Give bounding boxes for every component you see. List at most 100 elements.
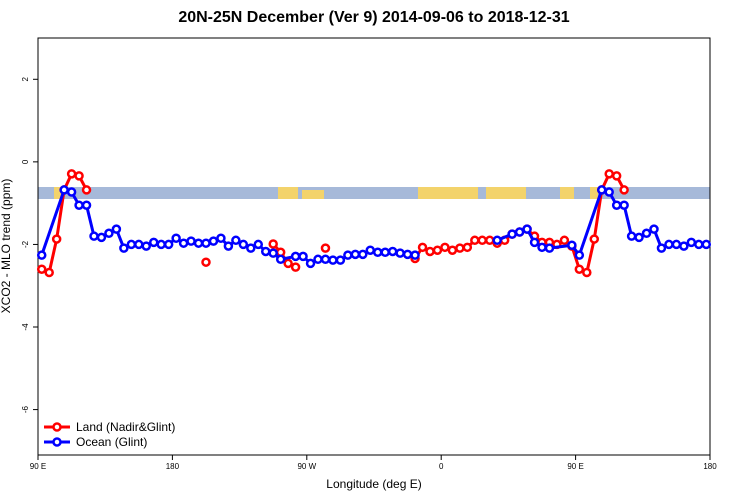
point (320, 254, 331, 265)
map-land (560, 187, 574, 199)
y-tick-label: 2 (21, 77, 30, 82)
point (514, 227, 525, 237)
point (358, 249, 368, 260)
chart-title: 20N-25N December (Ver 9) 2014-09-06 to 2… (178, 9, 569, 26)
point (470, 235, 480, 246)
map-land (486, 187, 526, 199)
point (111, 224, 122, 234)
point (372, 247, 383, 258)
x-tick-label: 90 W (297, 462, 316, 471)
point (350, 249, 361, 260)
point (74, 171, 84, 181)
point (432, 245, 443, 255)
point (410, 250, 420, 260)
map-land (590, 187, 598, 199)
point (619, 200, 629, 210)
point (268, 239, 278, 249)
legend: Land (Nadir&Glint)Ocean (Glint) (39, 416, 189, 454)
point (268, 248, 278, 258)
legend-marker (52, 422, 62, 432)
point (522, 224, 532, 234)
point (641, 228, 652, 239)
point (567, 240, 577, 251)
point (171, 233, 181, 243)
map-land (54, 187, 62, 199)
point (694, 239, 704, 250)
point (462, 242, 473, 253)
point (89, 231, 99, 241)
point (238, 239, 249, 250)
legend-label: Land (Nadir&Glint) (76, 420, 175, 434)
point (604, 187, 614, 197)
point (96, 232, 107, 243)
point (507, 229, 517, 239)
point (671, 239, 682, 250)
point (313, 254, 323, 265)
point (36, 264, 47, 274)
point (626, 231, 637, 241)
point (440, 242, 450, 253)
map-land (278, 187, 298, 199)
x-axis-label: Longitude (deg E) (326, 477, 421, 491)
point (328, 255, 338, 265)
point (656, 243, 667, 253)
point (679, 241, 689, 251)
point (649, 224, 659, 234)
point (425, 246, 435, 257)
point (582, 267, 592, 278)
point (208, 236, 219, 246)
y-tick-label: -4 (21, 323, 30, 331)
point (290, 262, 301, 272)
point (81, 185, 92, 195)
point (141, 241, 152, 251)
x-tick-label: 90 E (30, 462, 46, 471)
point (201, 257, 211, 267)
point (104, 228, 114, 239)
point (148, 237, 159, 248)
point (447, 245, 458, 255)
x-tick-label: 90 E (567, 462, 583, 471)
y-tick-label: 0 (21, 159, 30, 164)
point (305, 258, 316, 269)
point (156, 239, 166, 250)
point (559, 235, 570, 246)
point (529, 237, 540, 248)
point (611, 171, 622, 181)
point (163, 239, 174, 250)
point (686, 237, 697, 248)
point (246, 243, 256, 253)
point (193, 238, 204, 248)
map-strip (38, 187, 710, 199)
point (298, 251, 308, 262)
legend-label: Ocean (Glint) (76, 435, 147, 449)
x-tick-label: 180 (703, 462, 717, 471)
map-land (302, 190, 324, 199)
point (589, 234, 600, 244)
y-tick-label: -2 (21, 240, 30, 248)
point (231, 235, 241, 246)
legend-box (39, 416, 189, 454)
point (253, 239, 264, 250)
point (701, 239, 712, 250)
point (604, 169, 614, 179)
legend-marker (52, 437, 62, 447)
point (417, 242, 428, 253)
y-tick-label: -6 (21, 405, 30, 413)
point (492, 235, 502, 246)
map-ocean (38, 187, 710, 199)
point (320, 243, 331, 253)
x-tick-label: 180 (166, 462, 180, 471)
point (283, 258, 293, 269)
point (119, 243, 129, 253)
point (387, 246, 398, 257)
point (484, 235, 495, 246)
point (201, 238, 211, 248)
point (477, 235, 488, 246)
point (36, 250, 47, 260)
point (619, 185, 629, 195)
point (574, 250, 585, 260)
point (186, 236, 196, 246)
point (134, 239, 144, 250)
point (455, 243, 465, 253)
x-tick-label: 0 (439, 462, 444, 471)
